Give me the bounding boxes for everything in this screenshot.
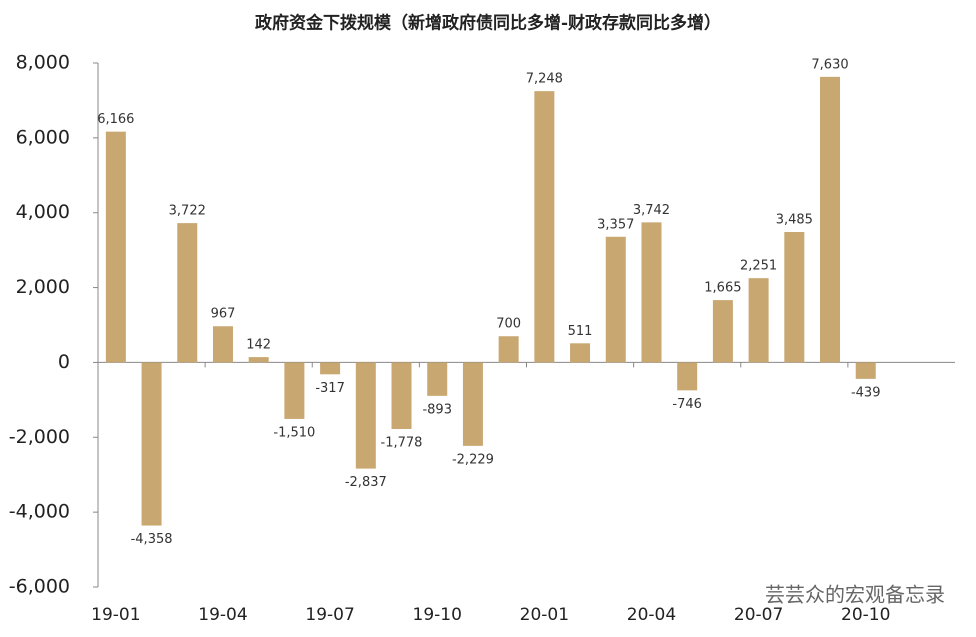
bar xyxy=(320,362,341,375)
x-tick-label: 19-07 xyxy=(305,605,354,625)
x-tick-label: 19-10 xyxy=(413,605,462,625)
value-label: -439 xyxy=(851,385,881,400)
bar xyxy=(570,343,591,363)
bar xyxy=(677,362,698,391)
value-label: 967 xyxy=(211,307,236,322)
value-label: -4,358 xyxy=(131,532,173,547)
value-label: 700 xyxy=(496,317,521,332)
x-tick-label: 20-04 xyxy=(627,605,676,625)
y-tick-label: -6,000 xyxy=(9,576,70,598)
value-label: 3,742 xyxy=(633,203,670,218)
value-label: 511 xyxy=(568,324,593,339)
value-label: 142 xyxy=(246,338,271,353)
value-label: 2,251 xyxy=(740,259,777,274)
bar xyxy=(534,91,555,363)
bar xyxy=(784,231,805,363)
bar xyxy=(105,131,126,363)
x-tick-label: 20-01 xyxy=(520,605,569,625)
y-tick-label: 2,000 xyxy=(16,276,70,298)
bar xyxy=(177,223,198,363)
value-label: -2,229 xyxy=(452,452,494,467)
x-tick-label: 19-04 xyxy=(198,605,247,625)
value-label: 3,485 xyxy=(776,212,813,227)
value-label: -1,510 xyxy=(273,425,315,440)
bar xyxy=(855,362,876,379)
value-label: -317 xyxy=(315,381,345,396)
value-label: -2,837 xyxy=(345,475,387,490)
bar xyxy=(462,362,483,446)
value-label: 1,665 xyxy=(704,281,741,296)
value-label: 3,722 xyxy=(169,204,206,219)
y-tick-label: -2,000 xyxy=(9,426,70,448)
value-label: 6,166 xyxy=(97,112,134,127)
y-tick-label: 8,000 xyxy=(16,52,70,74)
value-label: -893 xyxy=(422,402,452,417)
bar xyxy=(248,357,269,363)
bar xyxy=(284,362,305,419)
value-label: 7,248 xyxy=(526,72,563,87)
bar xyxy=(212,326,233,363)
bar xyxy=(820,76,841,363)
x-tick-label: 20-10 xyxy=(841,605,890,625)
bar xyxy=(748,278,769,363)
y-tick-label: -4,000 xyxy=(9,501,70,523)
value-label: -746 xyxy=(672,397,702,412)
y-tick-label: 0 xyxy=(58,351,70,373)
y-tick-label: 6,000 xyxy=(16,126,70,148)
bar xyxy=(498,336,519,363)
bar xyxy=(712,300,733,363)
value-label: -1,778 xyxy=(381,435,423,450)
x-tick-label: 19-01 xyxy=(91,605,140,625)
y-tick-label: 4,000 xyxy=(16,201,70,223)
bar xyxy=(605,236,626,363)
bar xyxy=(391,362,412,429)
bar xyxy=(141,362,162,526)
watermark: 芸芸众的宏观备忘录 xyxy=(765,583,945,607)
bar xyxy=(427,362,448,396)
value-label: 7,630 xyxy=(811,57,848,72)
chart-title: 政府资金下拨规模（新增政府债同比多增-财政存款同比多增） xyxy=(255,13,721,34)
x-tick-label: 20-07 xyxy=(734,605,783,625)
bar xyxy=(641,222,662,363)
bar xyxy=(355,362,376,469)
value-label: 3,357 xyxy=(597,217,634,232)
